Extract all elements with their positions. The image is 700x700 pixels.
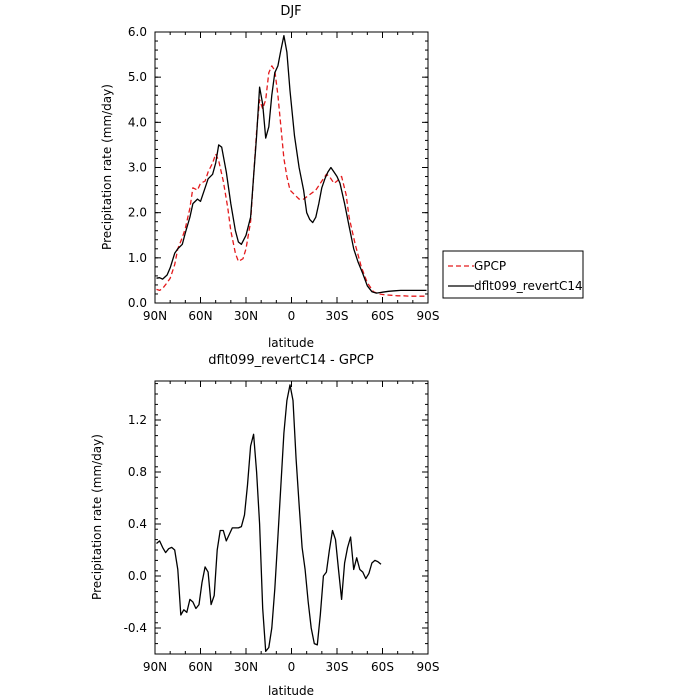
plot-frame <box>154 380 429 655</box>
y-tick-label: 0.8 <box>128 465 147 479</box>
x-tick-label: 0 <box>288 309 296 323</box>
x-tick-label: 60S <box>371 660 394 674</box>
y-tick-label: 0.0 <box>128 296 147 310</box>
series-lines <box>156 34 427 297</box>
x-tick-label: 60N <box>188 309 212 323</box>
x-tick-label: 60S <box>371 309 394 323</box>
series-line-difference <box>156 384 382 653</box>
axes-ticks: 90N 60N 30N 0 30S 60S 90S -0.4 0.0 0.4 0.8 1.2 <box>124 381 440 674</box>
x-tick-label: 90S <box>417 660 440 674</box>
y-axis-label: Precipitation rate (mm/day) <box>90 434 104 600</box>
x-axis-label: latitude <box>268 684 314 698</box>
y-tick-label: 1.2 <box>128 413 147 427</box>
y-tick-label: 6.0 <box>128 25 147 39</box>
x-tick-label: 30S <box>326 660 349 674</box>
chart-title: dflt099_revertC14 - GPCP <box>208 353 374 368</box>
x-tick-label: 30N <box>234 660 258 674</box>
x-tick-label: 0 <box>288 660 296 674</box>
panel-djf: DJF 90N 60N 30N 0 30S 60S 90S 0.0 1.0 2.0 3.0 4.0 5.… <box>100 4 584 350</box>
plot-frame <box>154 31 429 304</box>
series-lines <box>156 384 382 653</box>
panel-difference: dflt099_revertC14 - GPCP 90N 60N 30N 0 30S 60… <box>90 353 439 698</box>
x-tick-label: 90N <box>143 309 167 323</box>
x-tick-label: 30N <box>234 309 258 323</box>
legend-label-gpcp: GPCP <box>474 259 506 273</box>
y-tick-label: 1.0 <box>128 251 147 265</box>
series-line-dflt099-revertc14 <box>156 34 427 294</box>
chart-title: DJF <box>280 4 301 19</box>
series-line-gpcp <box>156 65 427 297</box>
x-tick-label: 90N <box>143 660 167 674</box>
x-tick-label: 60N <box>188 660 212 674</box>
y-tick-label: 2.0 <box>128 206 147 220</box>
legend: GPCP dflt099_revertC14 <box>442 250 584 299</box>
y-tick-label: 0.4 <box>128 517 147 531</box>
y-tick-label: -0.4 <box>124 621 147 635</box>
axes-ticks: 90N 60N 30N 0 30S 60S 90S 0.0 1.0 2.0 3.0 4.0 5.0 6.0 <box>128 25 440 323</box>
y-tick-label: 5.0 <box>128 70 147 84</box>
x-axis-label: latitude <box>268 336 314 350</box>
y-tick-label: 3.0 <box>128 161 147 175</box>
y-tick-label: 0.0 <box>128 569 147 583</box>
legend-label-model: dflt099_revertC14 <box>474 279 583 293</box>
x-tick-label: 30S <box>326 309 349 323</box>
y-axis-label: Precipitation rate (mm/day) <box>100 84 114 250</box>
y-tick-label: 4.0 <box>128 115 147 129</box>
legend-box <box>442 250 584 299</box>
x-tick-label: 90S <box>417 309 440 323</box>
